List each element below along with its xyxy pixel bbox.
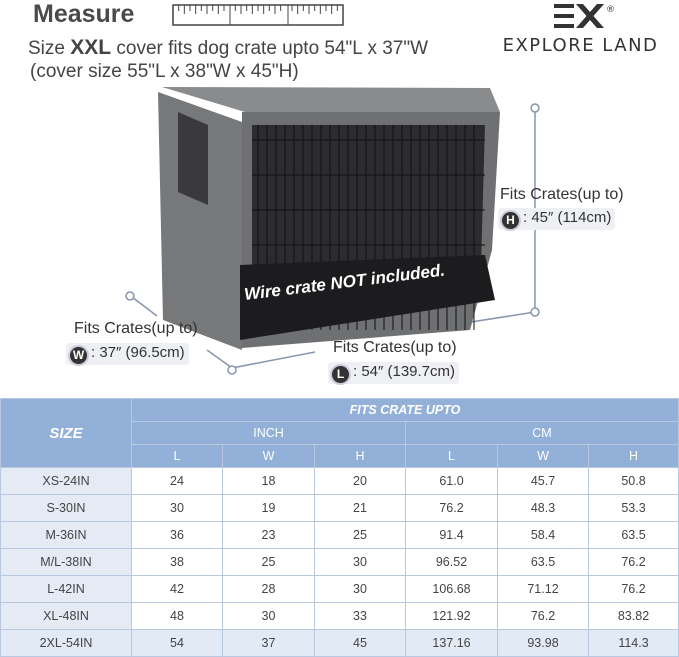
height-value: H: 45″ (114cm) (498, 208, 616, 230)
height-text: : 45″ (114cm) (523, 209, 612, 226)
value-cell: 45 (314, 629, 406, 657)
brand-name: EXPLORE LAND (502, 35, 659, 56)
value-cell: 53.3 (588, 494, 679, 522)
value-cell: 30 (314, 575, 406, 603)
svg-text:®: ® (606, 5, 615, 15)
value-cell: 58.4 (497, 521, 589, 549)
dim-header: W (222, 444, 315, 468)
value-cell: 23 (222, 521, 315, 549)
value-cell: 61.0 (405, 467, 498, 495)
size-cell: M/L-38IN (0, 548, 132, 576)
value-cell: 30 (222, 602, 315, 630)
table-row: XL-48IN 48 30 33 121.92 76.2 83.82 (0, 602, 679, 630)
width-badge-icon: W (70, 347, 87, 364)
size-cell: L-42IN (0, 575, 132, 603)
value-cell: 30 (314, 548, 406, 576)
value-cell: 96.52 (405, 548, 498, 576)
value-cell: 19 (222, 494, 315, 522)
table-row: L-42IN 42 28 30 106.68 71.12 76.2 (0, 575, 679, 603)
value-cell: 114.3 (588, 629, 679, 657)
value-cell: 121.92 (405, 602, 498, 630)
value-cell: 25 (222, 548, 315, 576)
value-cell: 36 (131, 521, 223, 549)
fits-crate-header: FITS CRATE UPTO (131, 398, 679, 422)
dim-header: H (588, 444, 679, 468)
size-cell: M-36IN (0, 521, 132, 549)
cm-header: CM (405, 421, 679, 445)
size-cell: S-30IN (0, 494, 132, 522)
value-cell: 48.3 (497, 494, 589, 522)
size-prefix: Size (28, 38, 71, 59)
value-cell: 50.8 (588, 467, 679, 495)
crate-cover-illustration: Wire crate NOT included. (125, 87, 540, 375)
value-cell: 25 (314, 521, 406, 549)
inch-header: INCH (131, 421, 406, 445)
table-row: S-30IN 30 19 21 76.2 48.3 53.3 (0, 494, 679, 522)
cover-top-panel (162, 87, 500, 112)
length-text: : 54″ (139.7cm) (353, 363, 456, 380)
value-cell: 71.12 (497, 575, 589, 603)
value-cell: 30 (131, 494, 223, 522)
width-text: : 37″ (96.5cm) (91, 344, 185, 361)
value-cell: 37 (222, 629, 315, 657)
value-cell: 91.4 (405, 521, 498, 549)
value-cell: 24 (131, 467, 223, 495)
dim-header: H (314, 444, 406, 468)
value-cell: 33 (314, 602, 406, 630)
value-cell: 42 (131, 575, 223, 603)
table-row: M-36IN 36 23 25 91.4 58.4 63.5 (0, 521, 679, 549)
value-cell: 137.16 (405, 629, 498, 657)
length-label: Fits Crates(up to) (333, 339, 457, 356)
size-cell: XS-24IN (0, 467, 132, 495)
value-cell: 83.82 (588, 602, 679, 630)
value-cell: 45.7 (497, 467, 589, 495)
dim-header: L (131, 444, 223, 468)
length-badge-icon: L (332, 366, 349, 383)
cover-size-text: (cover size 55"L x 38"W x 45"H) (30, 61, 299, 82)
value-cell: 54 (131, 629, 223, 657)
length-value: L: 54″ (139.7cm) (328, 362, 460, 384)
value-cell: 76.2 (588, 548, 679, 576)
value-cell: 38 (131, 548, 223, 576)
table-row: 2XL-54IN 54 37 45 137.16 93.98 114.3 (0, 629, 679, 657)
table-row: XS-24IN 24 18 20 61.0 45.7 50.8 (0, 467, 679, 495)
dim-header: W (497, 444, 589, 468)
value-cell: 28 (222, 575, 315, 603)
value-cell: 106.68 (405, 575, 498, 603)
height-badge-icon: H (502, 212, 519, 229)
value-cell: 18 (222, 467, 315, 495)
logo-mark-icon: ® (553, 4, 615, 28)
size-cell: 2XL-54IN (0, 629, 132, 657)
size-description: Size XXL cover fits dog crate upto 54"L … (28, 36, 428, 60)
width-value: W: 37″ (96.5cm) (66, 343, 189, 365)
ruler-icon (172, 4, 344, 26)
size-header: SIZE (0, 398, 132, 468)
value-cell: 63.5 (588, 521, 679, 549)
size-fits-text: cover fits dog crate upto 54"L x 37"W (111, 38, 429, 59)
value-cell: 93.98 (497, 629, 589, 657)
value-cell: 76.2 (588, 575, 679, 603)
crate-tray (240, 255, 495, 340)
brand-logo: ® EXPLORE LAND (498, 0, 663, 56)
value-cell: 48 (131, 602, 223, 630)
value-cell: 21 (314, 494, 406, 522)
width-label: Fits Crates(up to) (74, 320, 198, 337)
value-cell: 76.2 (497, 602, 589, 630)
size-cell: XL-48IN (0, 602, 132, 630)
measure-title: Measure (33, 0, 135, 28)
value-cell: 76.2 (405, 494, 498, 522)
dim-header: L (405, 444, 498, 468)
side-window-icon (178, 112, 208, 205)
value-cell: 20 (314, 467, 406, 495)
table-row: M/L-38IN 38 25 30 96.52 63.5 76.2 (0, 548, 679, 576)
height-label: Fits Crates(up to) (500, 186, 624, 203)
value-cell: 63.5 (497, 548, 589, 576)
size-name: XXL (70, 36, 112, 59)
